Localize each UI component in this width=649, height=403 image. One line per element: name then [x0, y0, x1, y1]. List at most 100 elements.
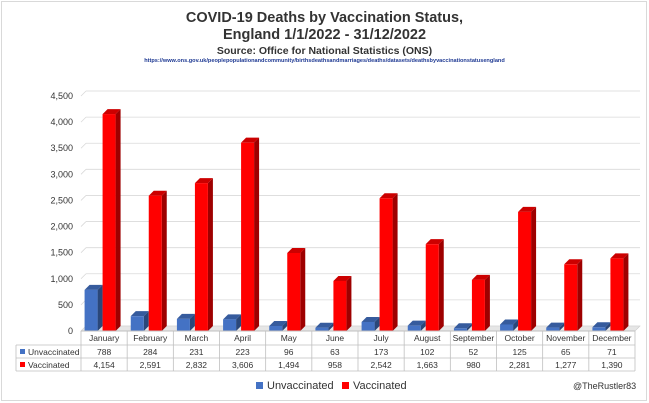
bar-unvaccinated-may [269, 325, 283, 331]
data-label: 52 [469, 347, 479, 357]
bar-vaccinated-april [241, 142, 255, 331]
bar-vaccinated-april-top [241, 137, 260, 143]
bar-unvaccinated-february-top [130, 311, 149, 317]
bar-unvaccinated-august-top [407, 320, 426, 326]
bar-unvaccinated-july-top [361, 316, 380, 322]
bar-unvaccinated-september-side [466, 323, 472, 331]
bar-vaccinated-august-top [425, 239, 444, 245]
legend-label-unvaccinated: Unvaccinated [267, 380, 334, 392]
data-label: 63 [330, 347, 340, 357]
y-tick-label: 3,500 [50, 143, 73, 153]
x-tick-label: April [234, 333, 251, 343]
bar-unvaccinated-september-top [453, 323, 472, 329]
data-label: 2,542 [370, 360, 392, 370]
x-tick-label: November [546, 333, 585, 343]
bar-unvaccinated-november-top [546, 322, 565, 328]
gridline-side [80, 273, 87, 280]
bar-vaccinated-september-top [471, 274, 490, 280]
bar-unvaccinated-june-top [315, 322, 334, 328]
bar-vaccinated-june-top [333, 275, 352, 281]
bar-vaccinated-july-side [392, 193, 398, 331]
bar-vaccinated-september [471, 279, 485, 331]
y-tick-label: 4,500 [50, 91, 73, 101]
bar-unvaccinated-april-side [236, 314, 242, 331]
bar-unvaccinated-july-side [374, 316, 380, 331]
legend-item-vaccinated: Vaccinated [342, 380, 407, 392]
data-label: 980 [466, 360, 480, 370]
bar-vaccinated-october-side [531, 206, 537, 331]
table-series-name: Vaccinated [28, 360, 70, 370]
chart-source: Source: Office for National Statistics (… [216, 45, 433, 57]
bar-unvaccinated-january-top [84, 284, 103, 290]
x-tick-label: June [326, 333, 345, 343]
gridline-side [80, 116, 87, 123]
bar-unvaccinated-april-top [223, 314, 242, 320]
bar-vaccinated-november-top [564, 259, 583, 265]
chart-subtitle: England 1/1/2022 - 31/12/2022 [222, 27, 427, 43]
bar-unvaccinated-may-top [269, 320, 288, 326]
bar-vaccinated-august-side [438, 239, 444, 331]
data-label: 1,277 [555, 360, 577, 370]
gridline-side [80, 142, 87, 149]
bar-vaccinated-january-side [115, 109, 121, 332]
x-tick-label: December [592, 333, 631, 343]
gridline-side [80, 195, 87, 201]
bar-unvaccinated-january-side [97, 284, 103, 331]
bar-unvaccinated-november-side [559, 322, 565, 331]
bar-unvaccinated-july [361, 321, 375, 331]
legend-item-unvaccinated: Unvaccinated [256, 380, 334, 392]
x-tick-label: May [281, 333, 298, 343]
data-label: 788 [97, 347, 111, 357]
bar-unvaccinated-december-side [605, 322, 611, 331]
legend-swatch-vaccinated [342, 382, 349, 389]
bar-vaccinated-december-top [610, 253, 629, 259]
bar-unvaccinated-october-side [513, 319, 519, 331]
table-swatch-vaccinated [20, 362, 25, 367]
table-series-name: Unvaccinated [28, 347, 80, 357]
bar-unvaccinated-february-side [143, 311, 149, 331]
x-tick-label: March [185, 333, 209, 343]
bar-vaccinated-december-side [623, 253, 629, 331]
bar-vaccinated-march [194, 183, 208, 331]
data-label: 1,390 [601, 360, 623, 370]
data-label: 231 [189, 347, 203, 357]
x-tick-label: January [89, 333, 120, 343]
bar-vaccinated-april-side [254, 137, 260, 331]
bar-unvaccinated-may-side [282, 320, 288, 331]
x-tick-label: August [414, 333, 441, 343]
bar-unvaccinated-march [176, 318, 190, 331]
data-label: 173 [374, 347, 388, 357]
bar-vaccinated-march-top [194, 178, 213, 184]
bar-vaccinated-may-top [287, 247, 306, 253]
gridline-side [80, 90, 87, 97]
data-label: 96 [284, 347, 294, 357]
bar-unvaccinated-june-side [328, 322, 334, 331]
bar-vaccinated-march-side [207, 178, 213, 331]
author-credit: @TheRustler83 [573, 381, 637, 391]
x-tick-label: February [133, 333, 168, 343]
data-label: 1,494 [278, 360, 300, 370]
bar-unvaccinated-april [223, 319, 237, 331]
bar-unvaccinated-january [84, 289, 98, 331]
bar-unvaccinated-june [315, 327, 329, 331]
bar-unvaccinated-august [407, 325, 421, 331]
bar-unvaccinated-october-top [500, 319, 519, 325]
y-tick-label: 1,000 [50, 274, 73, 284]
y-tick-label: 0 [68, 326, 73, 336]
legend-swatch-unvaccinated [256, 382, 263, 389]
data-label: 102 [420, 347, 434, 357]
bar-vaccinated-august [425, 244, 439, 331]
bar-vaccinated-june-side [346, 275, 352, 331]
bar-vaccinated-february-top [148, 190, 167, 196]
y-tick-label: 4,000 [50, 117, 73, 127]
bar-vaccinated-october [518, 211, 532, 331]
bar-vaccinated-may-side [300, 247, 306, 331]
source-url[interactable]: https://www.ons.gov.uk/peoplepopulationa… [144, 58, 505, 64]
bar-unvaccinated-november [546, 327, 560, 331]
bar-vaccinated-june [333, 280, 347, 331]
x-tick-label: September [453, 333, 495, 343]
bar-vaccinated-november [564, 264, 578, 331]
bar-vaccinated-december [610, 258, 624, 331]
y-tick-label: 2,000 [50, 222, 73, 232]
